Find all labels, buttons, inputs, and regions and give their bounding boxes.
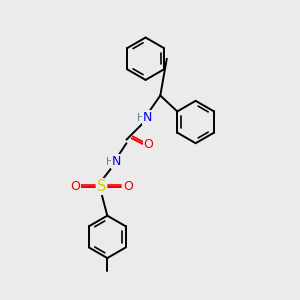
Text: H: H — [137, 112, 145, 123]
Text: O: O — [144, 138, 154, 151]
Text: O: O — [123, 180, 133, 193]
Text: H: H — [106, 157, 114, 167]
Text: N: N — [112, 155, 122, 168]
Text: S: S — [97, 179, 106, 194]
Text: O: O — [70, 180, 80, 193]
Text: N: N — [143, 111, 152, 124]
